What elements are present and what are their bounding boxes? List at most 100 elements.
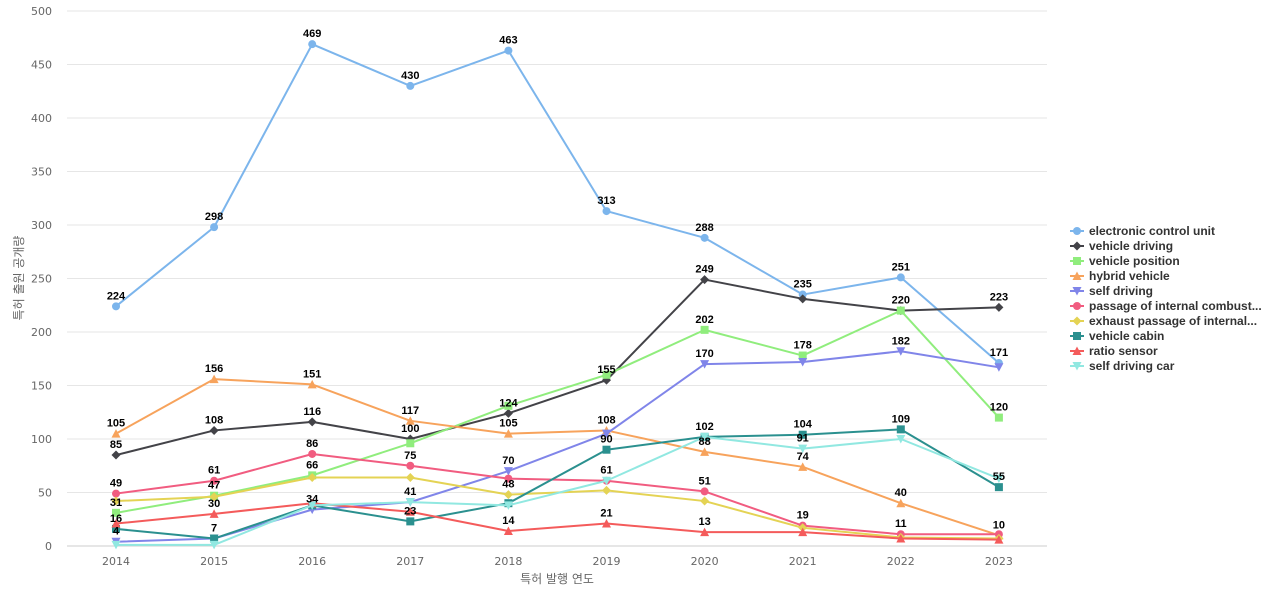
data-label: 156	[205, 363, 223, 375]
data-point	[602, 445, 611, 454]
data-point	[111, 540, 121, 550]
data-point	[896, 534, 906, 543]
series-line	[115, 350, 1000, 543]
legend-item[interactable]: vehicle cabin	[1070, 329, 1164, 343]
legend-item[interactable]: hybrid vehicle	[1070, 269, 1170, 283]
data-label: 249	[695, 264, 713, 276]
legend-item[interactable]: exhaust passage of internal...	[1070, 314, 1257, 328]
data-label: 105	[499, 418, 517, 430]
data-point	[602, 370, 611, 379]
data-label: 178	[794, 340, 812, 352]
data-label: 7	[211, 523, 217, 535]
data-point	[308, 449, 317, 458]
data-point	[307, 473, 317, 483]
x-tick-label: 2022	[887, 555, 915, 568]
legend-item[interactable]: vehicle position	[1070, 254, 1180, 268]
data-label: 223	[990, 291, 1008, 303]
data-point	[209, 425, 219, 435]
data-point	[798, 430, 807, 439]
data-point	[994, 413, 1003, 422]
legend-item[interactable]: electronic control unit	[1070, 224, 1215, 238]
legend-marker	[1072, 362, 1082, 371]
legend-item[interactable]: ratio sensor	[1070, 344, 1158, 358]
data-point	[209, 492, 219, 502]
data-label: 34	[306, 494, 319, 506]
data-label: 66	[306, 459, 318, 471]
data-point	[700, 487, 709, 496]
data-label: 104	[794, 419, 813, 431]
legend-item[interactable]: self driving	[1070, 284, 1153, 298]
data-point	[504, 401, 513, 410]
data-point	[504, 46, 513, 55]
legend-label: vehicle cabin	[1089, 329, 1164, 343]
data-label: 105	[107, 418, 125, 430]
y-tick-label: 100	[31, 433, 52, 446]
data-point	[798, 444, 808, 454]
data-point	[896, 347, 906, 356]
data-point	[503, 526, 513, 536]
data-point	[798, 351, 807, 360]
data-point	[994, 363, 1004, 372]
data-label: 11	[895, 518, 907, 530]
data-label: 108	[205, 414, 223, 426]
data-point	[210, 476, 219, 485]
data-point	[112, 524, 120, 533]
data-point	[896, 273, 905, 282]
data-point	[111, 450, 121, 460]
legend-marker	[1073, 257, 1081, 265]
data-point	[798, 462, 808, 471]
legend-item[interactable]: vehicle driving	[1070, 239, 1173, 253]
data-label: 90	[600, 434, 612, 446]
data-point	[700, 432, 710, 442]
legend-label: passage of internal combust...	[1089, 299, 1262, 313]
y-tick-label: 200	[31, 326, 52, 339]
series-3	[112, 306, 1003, 517]
data-label: 288	[695, 222, 713, 234]
y-tick-label: 400	[31, 112, 52, 125]
legend-item[interactable]: passage of internal combust...	[1070, 299, 1262, 313]
data-label: 463	[499, 35, 517, 47]
y-tick-label: 0	[45, 540, 52, 553]
data-label: 16	[110, 513, 122, 525]
data-label: 41	[404, 486, 416, 498]
data-label: 220	[892, 295, 910, 307]
data-point	[798, 527, 808, 537]
data-label: 91	[797, 433, 809, 445]
data-point	[210, 534, 219, 543]
x-tick-label: 2017	[396, 555, 424, 568]
data-point	[798, 294, 808, 304]
data-label: 61	[600, 465, 612, 477]
data-label: 51	[698, 475, 710, 487]
data-point	[112, 302, 120, 311]
legend-label: vehicle position	[1089, 254, 1180, 268]
data-label: 116	[303, 406, 321, 418]
data-point	[406, 517, 415, 526]
data-point	[503, 429, 513, 438]
data-label: 120	[990, 402, 1008, 414]
x-tick-label: 2014	[102, 555, 130, 568]
data-point	[405, 416, 415, 425]
data-label: 75	[404, 450, 416, 462]
data-label: 10	[993, 519, 1005, 531]
data-label: 102	[695, 421, 713, 433]
y-tick-label: 250	[31, 273, 52, 286]
data-label: 151	[303, 368, 321, 380]
data-point	[700, 360, 710, 369]
y-axis: 0 50 100 150 200 250 300 350 400 450 500	[31, 5, 52, 553]
data-point	[602, 207, 611, 216]
y-tick-label: 150	[31, 380, 52, 393]
legend-label: self driving car	[1089, 359, 1175, 373]
data-label: 108	[597, 414, 615, 426]
data-label: 469	[303, 28, 321, 40]
series-10	[111, 432, 1004, 550]
legend-item[interactable]: self driving car	[1070, 359, 1175, 373]
data-point	[111, 429, 121, 438]
data-point	[406, 81, 415, 90]
series-4	[111, 374, 1004, 540]
data-label: 47	[208, 480, 220, 492]
y-tick-label: 450	[31, 59, 52, 72]
data-labels: 2242984694304633132882352511718510811610…	[107, 28, 1008, 538]
